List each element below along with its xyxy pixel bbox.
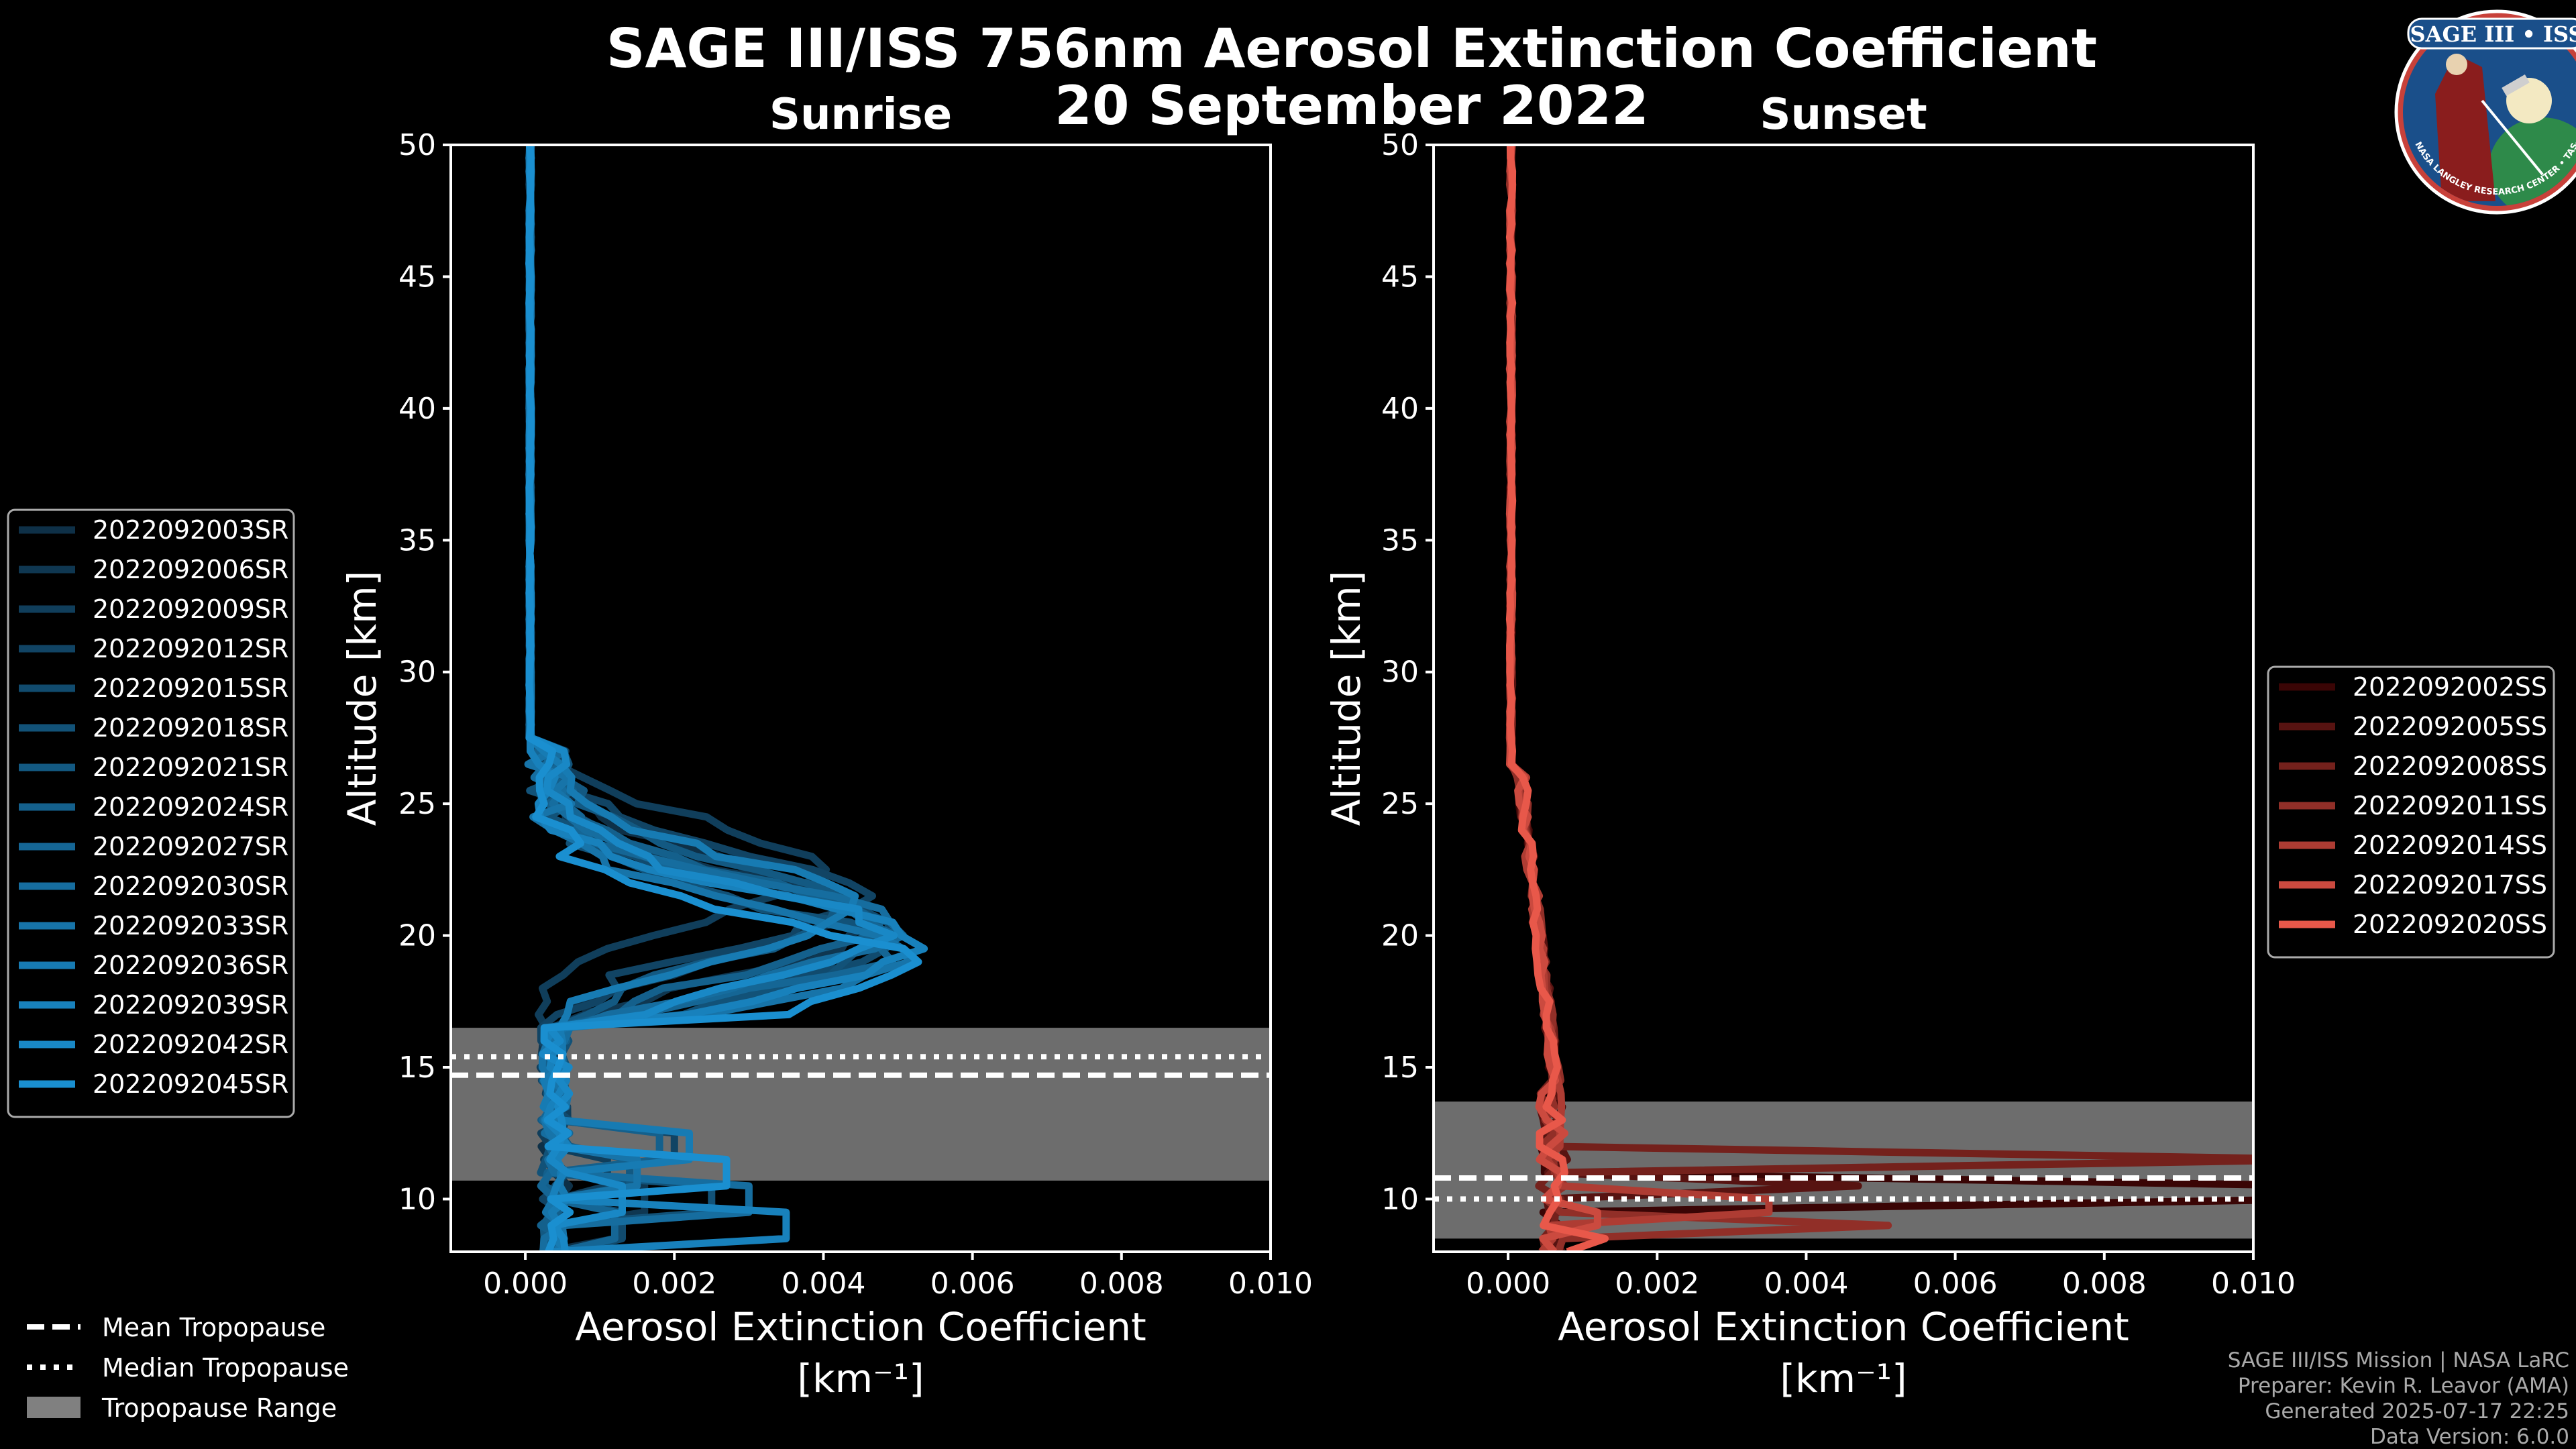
sunset-panel-title: Sunset: [1760, 90, 1927, 140]
y-tick-label: 40: [1381, 392, 1419, 426]
sunset-x-axis-label: Aerosol Extinction Coefficient: [1558, 1304, 2129, 1350]
legend-label: 2022092009SR: [93, 594, 288, 624]
median-tropopause-legend-label: Median Tropopause: [102, 1353, 349, 1383]
y-tick-label: 30: [398, 655, 436, 690]
legend-label: 2022092042SR: [93, 1030, 288, 1059]
legend-label: 2022092005SS: [2353, 712, 2547, 741]
y-tick-label: 40: [398, 392, 436, 426]
sunrise-y-axis-label: Altitude [km]: [339, 571, 385, 826]
y-tick-label: 25: [398, 787, 436, 821]
y-tick-label: 10: [1381, 1182, 1419, 1216]
legend-label: 2022092033SR: [93, 911, 288, 941]
series-line-2022092008SS: [1505, 145, 2253, 1252]
y-tick-label: 35: [398, 523, 436, 557]
plot-frame: [1432, 144, 2255, 1253]
legend-label: 2022092024SR: [93, 792, 288, 822]
legend-label: 2022092020SS: [2353, 910, 2547, 939]
legend-frame: [2267, 665, 2555, 959]
legend-label: 2022092014SS: [2353, 830, 2547, 860]
legend-label: 2022092017SS: [2353, 870, 2547, 900]
x-tick-label: 0.000: [483, 1267, 568, 1301]
x-tick-label: 0.010: [2211, 1267, 2296, 1301]
mean-tropopause-legend-label: Mean Tropopause: [102, 1313, 325, 1342]
x-tick-label: 0.008: [1079, 1267, 1164, 1301]
series-group: [524, 145, 928, 1252]
y-tick-label: 10: [398, 1182, 436, 1216]
series-line-2022092002SS: [1505, 145, 2253, 1252]
legend-label: 2022092027SR: [93, 832, 288, 861]
legend-label: 2022092002SS: [2353, 672, 2547, 702]
y-tick-label: 20: [398, 919, 436, 953]
tropopause-range-legend-patch: [27, 1397, 80, 1418]
legend-label: 2022092045SR: [93, 1069, 288, 1099]
legend-label: 2022092039SR: [93, 990, 288, 1020]
figure-title: SAGE III/ISS 756nm Aerosol Extinction Co…: [606, 17, 2097, 80]
y-tick-label: 35: [1381, 523, 1419, 557]
x-tick-label: 0.006: [1913, 1267, 1998, 1301]
legend-label: 2022092011SS: [2353, 791, 2547, 820]
series-line-2022092020SS: [1505, 145, 1609, 1252]
credit-line: SAGE III/ISS Mission | NASA LaRC: [2228, 1348, 2569, 1373]
x-tick-label: 0.002: [632, 1267, 716, 1301]
y-tick-label: 20: [1381, 919, 1419, 953]
plot-frame: [449, 144, 1272, 1253]
credit-line: Generated 2025-07-17 22:25: [2265, 1399, 2569, 1424]
sunrise-x-axis-label: Aerosol Extinction Coefficient: [575, 1304, 1146, 1350]
legend-label: 2022092036SR: [93, 951, 288, 980]
x-tick-label: 0.006: [930, 1267, 1015, 1301]
credit-line: Data Version: 6.0.0: [2370, 1425, 2569, 1449]
series-group: [1505, 145, 2253, 1252]
sunset-plot: 10 15 20 25 30 35 40 45 50 0.000 0.002 0.004 0.006 0.…: [1381, 128, 2296, 1301]
sunset-legend: 2022092002SS 2022092005SS 2022092008SS 2022…: [2267, 665, 2555, 959]
legend-label: 2022092003SR: [93, 515, 288, 545]
tropopause-range-legend-label: Tropopause Range: [101, 1393, 337, 1423]
sunrise-legend: 2022092003SR 2022092006SR 2022092009SR 2022…: [7, 508, 295, 1118]
sunset-y-axis-label: Altitude [km]: [1324, 571, 1369, 826]
x-tick-label: 0.010: [1228, 1267, 1313, 1301]
x-tick-label: 0.002: [1615, 1267, 1699, 1301]
y-tick-label: 25: [1381, 787, 1419, 821]
y-tick-label: 45: [398, 260, 436, 294]
y-tick-label: 15: [1381, 1051, 1419, 1085]
x-tick-label: 0.000: [1466, 1267, 1550, 1301]
figure-date: 20 September 2022: [1055, 74, 1649, 137]
y-tick-label: 30: [1381, 655, 1419, 690]
sunrise-panel-title: Sunrise: [769, 90, 952, 140]
legend-label: 2022092006SR: [93, 555, 288, 584]
credit-line: Preparer: Kevin R. Leavor (AMA): [2238, 1374, 2569, 1398]
logo-name: SAGE III • ISS: [2410, 21, 2576, 47]
y-tick-label: 15: [398, 1051, 436, 1085]
x-tick-label: 0.004: [781, 1267, 865, 1301]
tropopause-legend: Mean Tropopause Median Tropopause Tropop…: [27, 1313, 349, 1423]
y-tick-label: 50: [398, 128, 436, 162]
credits: SAGE III/ISS Mission | NASA LaRC Prepare…: [2228, 1348, 2569, 1449]
legend-label: 2022092015SR: [93, 674, 288, 703]
x-tick-label: 0.008: [2062, 1267, 2147, 1301]
sunrise-plot: 10 15 20 25 30 35 40 45 50 0.000 0.002 0.004 0.006 0.…: [398, 128, 1313, 1301]
y-tick-label: 45: [1381, 260, 1419, 294]
legend-label: 2022092012SR: [93, 634, 288, 663]
legend-label: 2022092018SR: [93, 713, 288, 743]
sunrise-x-axis-units: [km⁻¹]: [797, 1356, 924, 1401]
tropopause-range-band: [451, 1028, 1271, 1181]
legend-frame: [7, 508, 295, 1118]
legend-label: 2022092008SS: [2353, 751, 2547, 781]
x-tick-label: 0.004: [1764, 1267, 1848, 1301]
legend-label: 2022092021SR: [93, 753, 288, 782]
sunset-x-axis-units: [km⁻¹]: [1780, 1356, 1907, 1401]
y-tick-label: 50: [1381, 128, 1419, 162]
series-line-2022092011SS: [1505, 145, 1892, 1252]
legend-label: 2022092030SR: [93, 871, 288, 901]
series-line-2022092045SR: [525, 145, 922, 1252]
